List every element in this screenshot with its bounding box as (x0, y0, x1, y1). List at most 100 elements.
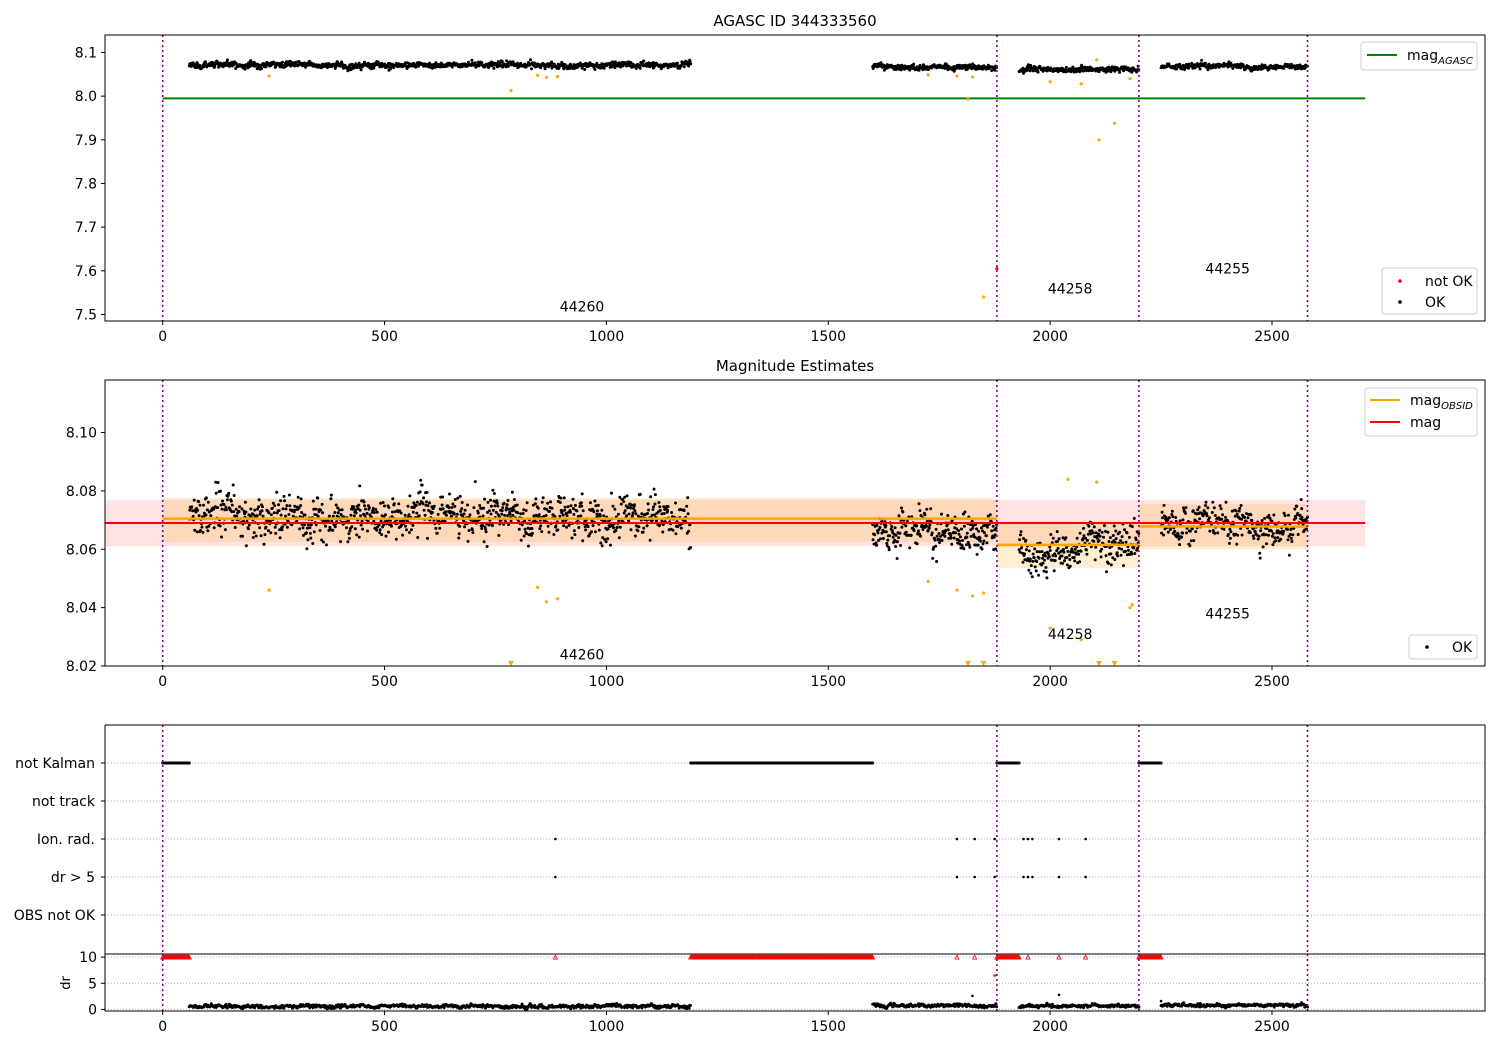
ok-point (994, 526, 998, 530)
ok-point (353, 527, 357, 531)
ok-point (1033, 565, 1037, 569)
y-tick-label: 8.04 (66, 601, 97, 617)
ok-point (364, 507, 367, 511)
ok-point (553, 515, 557, 518)
ok-point (1259, 529, 1263, 533)
ok-point (212, 507, 216, 511)
ok-point (481, 524, 485, 527)
ok-point (244, 544, 248, 548)
ok-point (954, 531, 958, 535)
ok-point (1194, 530, 1198, 534)
ok-point (1094, 545, 1098, 549)
ok-point (220, 535, 223, 539)
ok-point (536, 506, 540, 510)
ok-point (257, 505, 261, 509)
ok-point (613, 66, 617, 70)
ok-point (622, 511, 626, 515)
ok-point (631, 511, 635, 515)
ok-point (523, 527, 527, 531)
ok-point (1295, 504, 1299, 508)
ok-point (1108, 536, 1112, 540)
ok-point (1109, 563, 1113, 567)
ok-point (598, 514, 602, 518)
ok-point (965, 531, 969, 535)
ok-point (1183, 68, 1186, 71)
ok-point (548, 509, 551, 513)
flag-point (955, 875, 959, 879)
flag-point (1159, 761, 1163, 765)
ok-point (917, 68, 921, 72)
ok-point (583, 525, 587, 529)
ok-point (1119, 539, 1123, 543)
dr-point (520, 1002, 524, 1006)
ok-point (1048, 545, 1052, 549)
ok-point (463, 508, 467, 512)
ok-point (988, 513, 992, 517)
ok-point (505, 506, 509, 510)
ok-point (484, 527, 488, 531)
flag-point (955, 837, 959, 841)
ok-point (1291, 533, 1295, 537)
ok-point (981, 542, 985, 546)
ok-point (1298, 513, 1302, 517)
clipped-outlier-marker (508, 661, 515, 666)
ok-point (1204, 500, 1208, 504)
ok-point (1133, 552, 1137, 555)
flag-point (993, 875, 996, 879)
ok-point (1252, 536, 1256, 540)
ok-point (492, 66, 496, 70)
ok-point (1049, 533, 1053, 536)
ok-point (965, 535, 969, 539)
ok-point (244, 510, 248, 514)
ok-point (1027, 568, 1031, 572)
ok-point (1224, 500, 1228, 504)
ok-point (1092, 539, 1096, 543)
ok-point (1208, 529, 1212, 533)
ok-point (1213, 514, 1217, 517)
ok-point (595, 509, 599, 513)
ok-point (1093, 558, 1097, 562)
ok-point (884, 524, 888, 528)
ok-point (1074, 552, 1078, 556)
ok-point (1221, 513, 1225, 517)
ok-point (884, 530, 888, 534)
ok-point (303, 513, 307, 517)
ok-point (407, 513, 411, 517)
ok-point (1206, 506, 1210, 510)
flag-point (1057, 837, 1061, 841)
ok-point (1122, 564, 1125, 568)
outlier-point (926, 579, 930, 583)
ok-point (1188, 544, 1192, 548)
ok-point (927, 526, 931, 530)
ok-point (626, 64, 630, 67)
ok-point (1256, 537, 1260, 541)
ok-point (666, 505, 670, 508)
ok-point (1132, 546, 1136, 550)
ok-point (1097, 532, 1101, 536)
ok-point (401, 533, 405, 537)
ok-point (1211, 529, 1215, 532)
flag-point (1022, 837, 1025, 841)
ok-point (416, 536, 420, 539)
flag-category-label: OBS not OK (14, 908, 96, 924)
ok-point (206, 529, 210, 533)
ok-point (984, 534, 988, 538)
ok-point (402, 519, 406, 523)
outlier-point (1048, 626, 1052, 630)
ok-point (519, 512, 523, 516)
ok-point (1272, 513, 1276, 517)
ok-point (1288, 533, 1292, 536)
ok-point (556, 528, 560, 532)
ok-point (440, 503, 444, 507)
ok-point (963, 510, 967, 514)
ok-point (309, 523, 313, 527)
ok-point (613, 507, 617, 511)
ok-point (352, 514, 356, 518)
ok-point (411, 523, 415, 527)
ok-point (1175, 67, 1179, 71)
ok-point (562, 496, 566, 500)
ok-point (590, 530, 593, 534)
ok-point (421, 502, 425, 506)
ok-point (286, 60, 290, 64)
dr-point (689, 1004, 692, 1007)
